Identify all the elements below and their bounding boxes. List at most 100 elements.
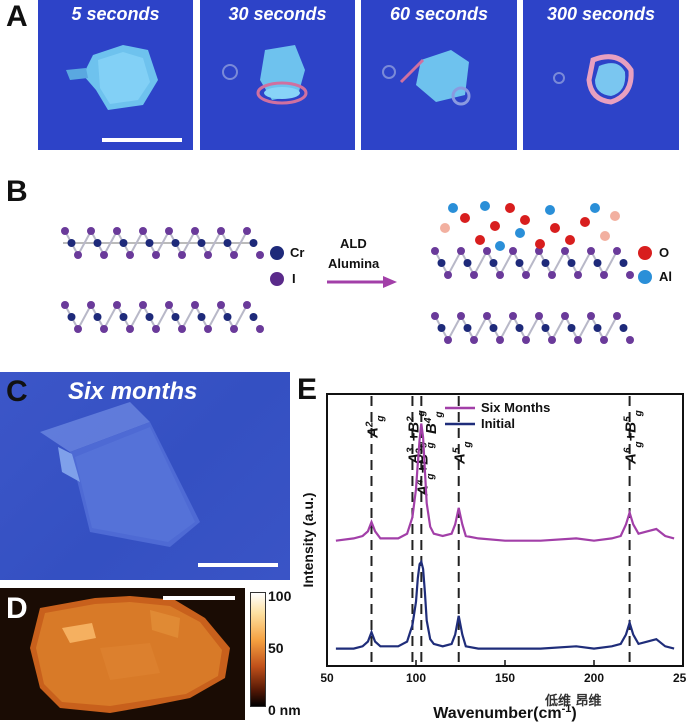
iodine-atom — [113, 301, 121, 309]
bond — [499, 315, 514, 341]
flake-image — [553, 54, 634, 105]
chromium-atom — [567, 324, 576, 332]
iodine-atom — [457, 312, 465, 320]
bond — [447, 315, 462, 341]
chromium-atom — [489, 324, 498, 332]
iodine-atom — [457, 247, 465, 255]
iodine-atom — [113, 227, 121, 235]
chromium-atom — [93, 313, 102, 321]
iodine-atom — [444, 336, 452, 344]
iodine-atom — [61, 227, 69, 235]
iodine-atom — [444, 271, 452, 279]
crystal-lattice-left — [61, 227, 264, 333]
legend-label-six-months: Six Months — [481, 400, 550, 415]
bond — [233, 230, 248, 256]
chromium-atom — [67, 313, 76, 321]
oxygen-atom — [460, 213, 470, 223]
iodine-atom — [230, 251, 238, 259]
micrograph-60s: 60 seconds — [361, 0, 517, 150]
panel-label-e: E — [297, 373, 318, 406]
iodine-atom — [470, 336, 478, 344]
mode-label: A3g+B2g — [405, 410, 427, 465]
iodine-atom — [509, 247, 517, 255]
x-tick-label: 50 — [320, 671, 334, 685]
iodine-atom — [548, 271, 556, 279]
iodine-atom — [509, 312, 517, 320]
panel-label-a: A — [6, 0, 28, 33]
x-tick-label: 200 — [584, 671, 604, 685]
oxygen-atom — [550, 223, 560, 233]
bond — [551, 315, 566, 341]
bond — [155, 230, 170, 256]
chromium-atom — [119, 313, 128, 321]
iodine-atom — [483, 247, 491, 255]
faded-atom — [610, 211, 620, 221]
iodine-atom — [165, 301, 173, 309]
oxygen-atom — [490, 221, 500, 231]
iodine-atom — [574, 336, 582, 344]
cr-atom-icon — [270, 246, 284, 260]
iodine-atom — [626, 336, 634, 344]
bond — [155, 304, 170, 330]
bond — [129, 304, 144, 330]
bond — [77, 304, 92, 330]
alumina-layer — [440, 201, 620, 251]
iodine-atom — [574, 271, 582, 279]
bond — [129, 230, 144, 256]
iodine-atom — [587, 247, 595, 255]
oxygen-atom — [505, 203, 515, 213]
chromium-atom — [171, 239, 180, 247]
x-tick-label: 250 — [673, 671, 686, 685]
chromium-atom — [489, 259, 498, 267]
iodine-atom — [217, 301, 225, 309]
bond — [525, 250, 540, 276]
al-atom-icon — [638, 270, 652, 284]
chromium-atom — [541, 324, 550, 332]
legend-al-label: Al — [659, 269, 672, 284]
flake-image — [30, 596, 235, 713]
mode-label: A5g — [451, 441, 473, 465]
crystal-layer — [61, 227, 264, 259]
micrograph-caption: 30 seconds — [228, 4, 327, 24]
iodine-atom — [470, 271, 478, 279]
x-axis-label: Wavenumber(cm-1) — [433, 703, 576, 722]
bond — [207, 304, 222, 330]
iodine-atom — [152, 325, 160, 333]
oxygen-atom — [565, 235, 575, 245]
iodine-atom — [100, 251, 108, 259]
chromium-atom — [145, 239, 154, 247]
chromium-atom — [171, 313, 180, 321]
iodine-atom — [74, 325, 82, 333]
o-atom-icon — [638, 246, 652, 260]
iodine-atom — [152, 251, 160, 259]
iodine-atom — [496, 336, 504, 344]
bond — [447, 250, 462, 276]
chromium-atom — [197, 313, 206, 321]
chromium-atom — [67, 239, 76, 247]
height-colorbar — [250, 592, 266, 707]
crystal-lattice-with-alumina — [431, 201, 634, 344]
chromium-atom — [593, 324, 602, 332]
iodine-atom — [431, 247, 439, 255]
afm-height-map — [0, 588, 245, 720]
iodine-atom — [139, 227, 147, 235]
chromium-atom — [223, 239, 232, 247]
chromium-atom — [437, 259, 446, 267]
iodine-atom — [87, 227, 95, 235]
mode-label: A2g — [364, 415, 386, 439]
bond — [603, 315, 618, 341]
chromium-atom — [223, 313, 232, 321]
series-line-six-months — [335, 423, 675, 542]
iodine-atom — [243, 301, 251, 309]
iodine-atom — [256, 325, 264, 333]
bond — [551, 250, 566, 276]
chromium-atom — [515, 259, 524, 267]
colorbar-mid-label: 50 — [268, 640, 284, 656]
iodine-atom — [431, 312, 439, 320]
iodine-atom — [100, 325, 108, 333]
bond — [577, 250, 592, 276]
iodine-atom — [561, 312, 569, 320]
aluminum-atom — [515, 228, 525, 238]
flake-image — [40, 402, 278, 567]
